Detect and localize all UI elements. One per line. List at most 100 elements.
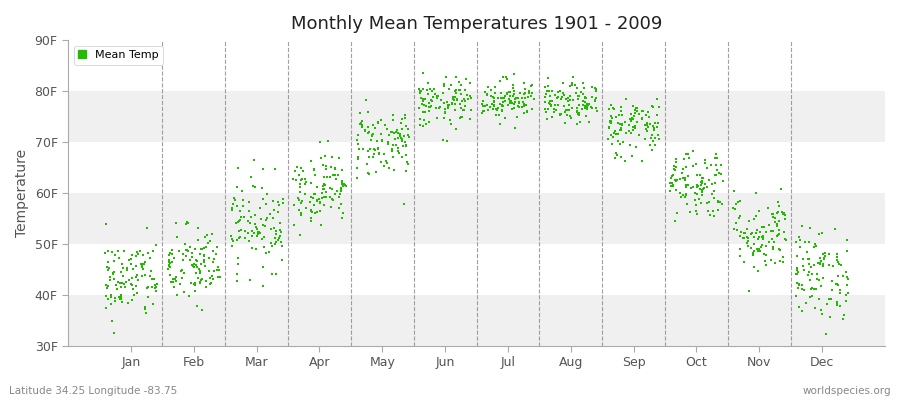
Point — [232, 228, 247, 234]
Point — [211, 274, 225, 280]
Point — [629, 144, 643, 150]
Point — [148, 284, 163, 290]
Point — [413, 88, 428, 94]
Point — [303, 180, 318, 186]
Point — [840, 248, 854, 254]
Point — [399, 143, 413, 149]
Point — [542, 100, 556, 106]
Point — [498, 98, 512, 104]
Point — [395, 143, 410, 149]
Point — [400, 161, 415, 168]
Point — [129, 274, 143, 280]
Point — [515, 95, 529, 101]
Point — [494, 107, 508, 114]
Point — [177, 270, 192, 276]
Point — [759, 229, 773, 235]
Point — [373, 151, 387, 158]
Point — [665, 172, 680, 178]
Point — [544, 114, 559, 120]
Point — [637, 136, 652, 142]
Point — [141, 284, 156, 290]
Point — [646, 138, 661, 144]
Bar — [68, 142, 885, 193]
Point — [193, 269, 207, 276]
Point — [665, 179, 680, 186]
Point — [771, 231, 786, 237]
Point — [248, 156, 262, 163]
Point — [627, 110, 642, 116]
Point — [829, 281, 843, 288]
Point — [772, 247, 787, 254]
Point — [581, 100, 596, 107]
Point — [113, 294, 128, 300]
Point — [774, 186, 788, 192]
Point — [162, 263, 176, 270]
Point — [639, 122, 653, 128]
Point — [554, 94, 569, 100]
Point — [308, 191, 322, 198]
Point — [577, 99, 591, 105]
Point — [112, 294, 126, 301]
Point — [268, 234, 283, 241]
Point — [440, 138, 454, 144]
Point — [371, 145, 385, 152]
Point — [264, 226, 278, 232]
Point — [365, 131, 380, 138]
Point — [691, 195, 706, 202]
Point — [506, 85, 520, 91]
Point — [399, 151, 413, 158]
Point — [202, 238, 217, 244]
Point — [361, 109, 375, 116]
Point — [442, 102, 456, 108]
Point — [515, 103, 529, 110]
Point — [255, 236, 269, 242]
Point — [486, 102, 500, 108]
Point — [673, 190, 688, 196]
Point — [202, 275, 217, 281]
Point — [338, 182, 353, 189]
Point — [557, 103, 572, 109]
Point — [496, 74, 510, 80]
Point — [293, 200, 308, 206]
Point — [697, 185, 711, 191]
Point — [136, 260, 150, 267]
Point — [303, 215, 318, 221]
Point — [439, 74, 454, 80]
Point — [380, 126, 394, 132]
Point — [734, 198, 748, 204]
Point — [624, 116, 638, 122]
Point — [102, 283, 116, 289]
Point — [571, 96, 585, 103]
Title: Monthly Mean Temperatures 1901 - 2009: Monthly Mean Temperatures 1901 - 2009 — [291, 15, 662, 33]
Point — [840, 237, 854, 244]
Point — [770, 233, 784, 240]
Point — [778, 236, 793, 242]
Point — [125, 252, 140, 258]
Point — [839, 298, 853, 304]
Point — [802, 256, 816, 262]
Point — [686, 163, 700, 170]
Point — [114, 280, 129, 286]
Point — [562, 102, 576, 108]
Point — [489, 112, 503, 118]
Point — [487, 103, 501, 110]
Point — [303, 158, 318, 164]
Point — [608, 114, 623, 120]
Point — [321, 138, 336, 144]
Point — [830, 302, 844, 308]
Point — [627, 107, 642, 113]
Point — [502, 96, 517, 102]
Point — [314, 190, 328, 196]
Point — [413, 89, 428, 96]
Point — [454, 115, 468, 122]
Point — [382, 132, 396, 138]
Point — [289, 177, 303, 184]
Point — [695, 178, 709, 184]
Point — [184, 280, 198, 287]
Point — [395, 125, 410, 132]
Point — [316, 162, 330, 168]
Point — [441, 105, 455, 111]
Point — [646, 124, 661, 131]
Point — [570, 85, 584, 92]
Point — [688, 197, 702, 204]
